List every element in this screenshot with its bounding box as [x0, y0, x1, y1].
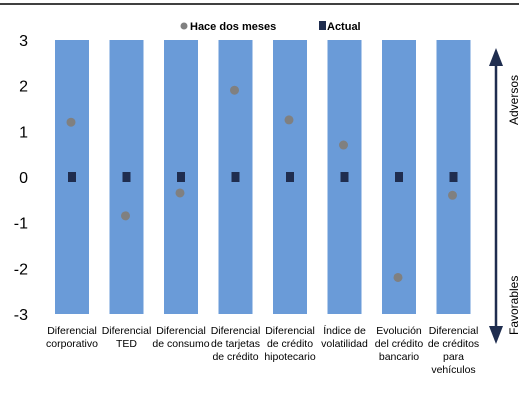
data-points — [66, 85, 458, 282]
y-tick-label: 0 — [19, 170, 28, 187]
point-current — [177, 172, 185, 182]
point-previous — [448, 190, 457, 200]
side-label-favorables: Favorables — [507, 276, 519, 335]
point-previous — [284, 115, 294, 125]
category-label: Diferencial de consumo — [152, 325, 209, 350]
point-previous — [175, 188, 185, 198]
legend-label-previous: Hace dos meses — [190, 21, 276, 33]
point-current — [68, 172, 76, 182]
legend-marker-previous — [180, 22, 188, 30]
category-label: Diferencial TED — [102, 325, 152, 350]
category-label: Diferencial corporativo — [46, 325, 98, 350]
point-previous — [230, 85, 239, 95]
point-previous — [66, 117, 76, 127]
y-tick-label: 1 — [19, 124, 28, 141]
point-previous — [393, 272, 403, 282]
point-previous — [339, 140, 348, 150]
y-tick-label: -3 — [14, 307, 28, 324]
arrow-down-head — [489, 326, 503, 344]
legend: Hace dos meses Actual — [180, 21, 361, 33]
y-tick-label: -2 — [14, 261, 28, 278]
y-axis-ticks: 3 2 1 0 -1 -2 -3 — [14, 33, 28, 324]
point-current — [231, 172, 240, 182]
point-current — [122, 172, 131, 182]
category-label: Diferencial de tarjetas de crédito — [211, 325, 261, 363]
point-current — [286, 172, 294, 182]
y-tick-label: 3 — [19, 33, 28, 50]
side-indicator: Adversos Favorables — [489, 48, 519, 344]
legend-marker-current — [319, 21, 326, 30]
category-label: Evolución del crédito bancario — [375, 325, 424, 363]
y-tick-label: -1 — [14, 216, 28, 233]
point-current — [395, 172, 403, 182]
side-label-adversos: Adversos — [507, 75, 519, 125]
category-label: Diferencial de créditos para vehículos — [428, 325, 479, 376]
arrow-up-head — [489, 48, 503, 66]
point-current — [449, 172, 458, 182]
point-current — [340, 172, 349, 182]
legend-label-current: Actual — [327, 21, 361, 33]
range-bars — [0, 3, 519, 314]
y-tick-label: 2 — [19, 79, 28, 96]
point-previous — [121, 211, 130, 221]
category-label: Diferencial de crédito hipotecario — [264, 325, 316, 363]
category-label: Índice de volatilidad — [321, 324, 368, 350]
